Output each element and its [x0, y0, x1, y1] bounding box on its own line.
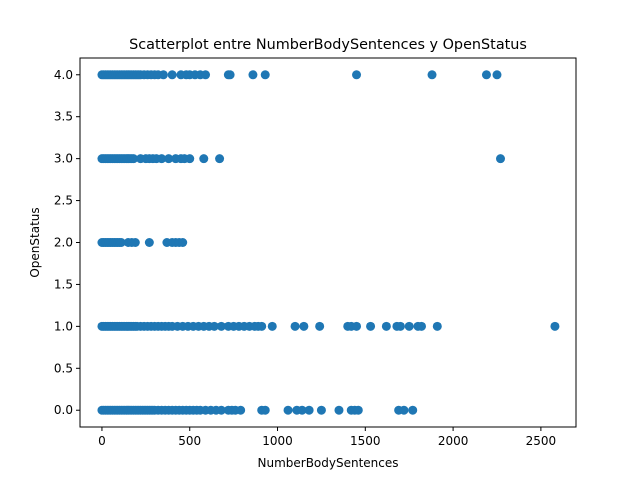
data-point: [201, 70, 211, 80]
x-tick-label: 2500: [526, 434, 557, 448]
data-point: [304, 405, 314, 415]
data-point: [158, 70, 168, 80]
data-point: [427, 70, 437, 80]
data-point: [167, 70, 177, 80]
data-point: [404, 321, 414, 331]
data-point: [381, 321, 391, 331]
y-axis-title: OpenStatus: [28, 207, 42, 277]
data-point: [316, 405, 326, 415]
plot-frame: [79, 57, 577, 428]
data-point: [334, 405, 344, 415]
data-point: [178, 238, 188, 247]
chart-title: Scatterplot entre NumberBodySentences y …: [129, 37, 527, 53]
data-point: [185, 154, 195, 164]
x-tick-label: 500: [178, 434, 201, 448]
data-point: [215, 154, 225, 164]
y-tick-label: 3.0: [54, 152, 73, 166]
y-tick-label: 3.5: [54, 110, 73, 124]
data-point: [260, 405, 270, 415]
data-point: [257, 321, 267, 331]
data-point: [297, 405, 307, 415]
data-point: [399, 405, 409, 415]
x-axis-title: NumberBodySentences: [257, 456, 398, 470]
y-tick-label: 2.5: [54, 194, 73, 208]
data-point: [496, 154, 506, 164]
data-points: [97, 70, 560, 415]
y-axis-ticks: 0.0 0.5 1.0 1.5 2.0 2.5 3.0 3.5 4.0: [54, 68, 80, 417]
data-point: [164, 154, 174, 164]
data-point: [481, 70, 491, 80]
y-tick-label: 4.0: [54, 68, 73, 82]
data-point: [199, 154, 209, 164]
data-point: [260, 70, 270, 80]
data-point: [366, 321, 376, 331]
data-point: [116, 238, 126, 247]
x-tick-label: 2000: [438, 434, 469, 448]
data-point: [492, 70, 502, 80]
data-point: [236, 405, 246, 415]
y-tick-label: 0.5: [54, 361, 73, 375]
data-point: [209, 321, 219, 331]
x-tick-label: 1500: [350, 434, 381, 448]
data-point: [216, 321, 226, 331]
data-point: [130, 238, 140, 247]
data-point: [416, 321, 426, 331]
data-point: [157, 154, 167, 164]
data-point: [299, 321, 309, 331]
x-tick-label: 1000: [262, 434, 293, 448]
data-point: [216, 405, 226, 415]
data-point: [315, 321, 325, 331]
data-point: [353, 405, 363, 415]
data-point: [283, 405, 293, 415]
data-point: [290, 321, 300, 331]
x-axis-ticks: 0 500 1000 1500 2000 2500: [98, 427, 556, 448]
y-tick-label: 0.0: [54, 403, 73, 417]
data-point: [408, 405, 418, 415]
y-tick-label: 2.0: [54, 236, 73, 250]
y-tick-label: 1.0: [54, 319, 73, 333]
data-point: [432, 321, 442, 331]
data-point: [144, 238, 154, 247]
data-point: [352, 70, 362, 80]
data-point: [352, 321, 362, 331]
data-point: [267, 321, 277, 331]
y-tick-label: 1.5: [54, 277, 73, 291]
x-tick-label: 0: [98, 434, 106, 448]
data-point: [550, 321, 560, 331]
data-point: [395, 321, 405, 331]
data-point: [248, 70, 258, 80]
data-point: [225, 70, 235, 80]
data-point: [129, 154, 139, 164]
